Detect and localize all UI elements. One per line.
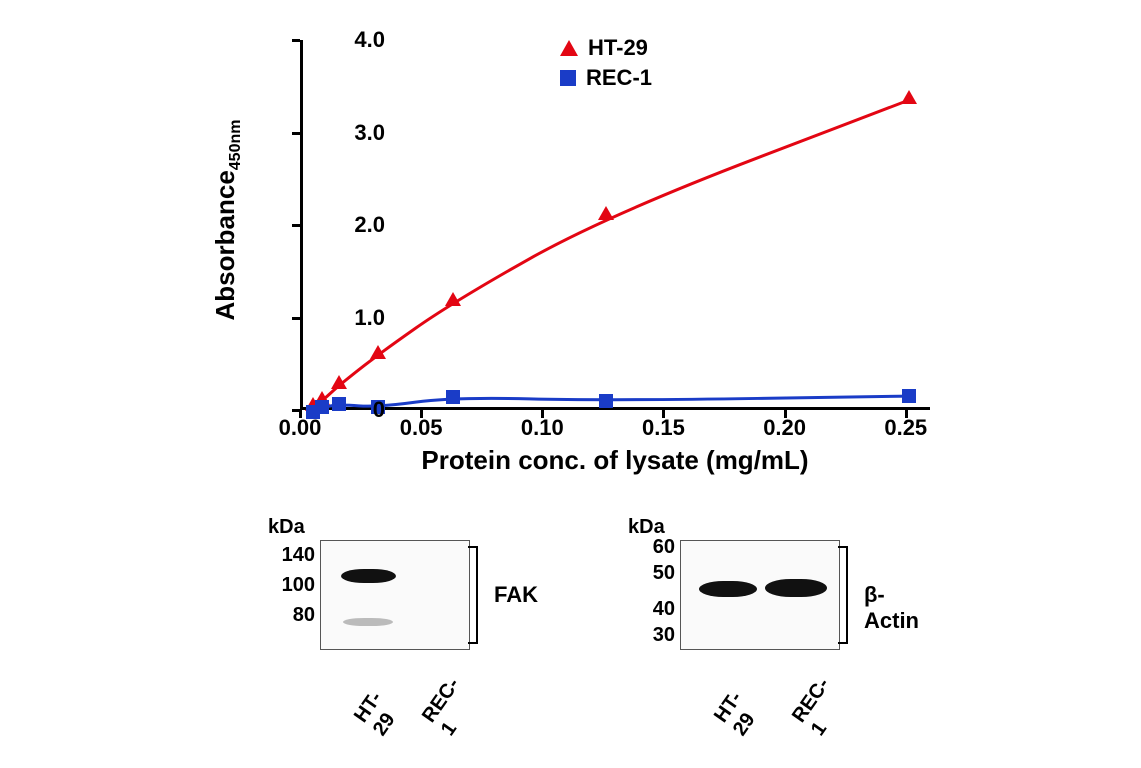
y-axis-label: Absorbance450nm bbox=[210, 120, 245, 321]
plot-lines bbox=[303, 40, 933, 410]
kda-marker: 100 bbox=[250, 574, 315, 597]
xtick-label: 0.15 bbox=[642, 415, 685, 441]
lane-label: HT-29 bbox=[710, 688, 766, 741]
plot-region bbox=[300, 40, 930, 410]
blot-box-actin bbox=[680, 540, 840, 650]
protein-label-fak: FAK bbox=[494, 582, 538, 608]
square-marker bbox=[599, 394, 613, 408]
kda-marker: 30 bbox=[610, 624, 675, 647]
xtick-label: 0.10 bbox=[521, 415, 564, 441]
triangle-marker bbox=[598, 206, 614, 220]
triangle-marker bbox=[370, 345, 386, 359]
kda-header: kDa bbox=[268, 516, 305, 539]
band-fak-faint bbox=[343, 618, 393, 626]
lane-label: REC-1 bbox=[788, 674, 854, 740]
band-actin-2 bbox=[765, 579, 827, 597]
ytick-label: 4.0 bbox=[325, 27, 385, 53]
absorbance-chart: 01.02.03.04.0 0.000.050.100.150.200.25 A… bbox=[230, 30, 950, 460]
triangle-icon bbox=[560, 40, 578, 56]
ytick-label: 0 bbox=[325, 397, 385, 423]
blot-box-fak bbox=[320, 540, 470, 650]
western-blots: kDa 140 100 80 FAK HT-29 REC-1 kDa 60 50… bbox=[210, 520, 970, 750]
xtick-label: 0.05 bbox=[400, 415, 443, 441]
band-fak-strong bbox=[341, 569, 396, 583]
lane-label: REC-1 bbox=[418, 674, 484, 740]
lane-label: HT-29 bbox=[350, 688, 406, 741]
triangle-marker bbox=[901, 90, 917, 104]
square-marker bbox=[446, 390, 460, 404]
xtick-label: 0.00 bbox=[279, 415, 322, 441]
bracket-icon bbox=[476, 546, 478, 644]
ytick-label: 3.0 bbox=[325, 120, 385, 146]
band-actin-1 bbox=[699, 581, 757, 597]
xtick-label: 0.20 bbox=[763, 415, 806, 441]
ytick-label: 1.0 bbox=[325, 305, 385, 331]
legend: HT-29 REC-1 bbox=[560, 35, 652, 95]
triangle-marker bbox=[445, 292, 461, 306]
legend-item-rec1: REC-1 bbox=[560, 65, 652, 91]
ytick-label: 2.0 bbox=[325, 212, 385, 238]
square-marker bbox=[902, 389, 916, 403]
kda-marker: 80 bbox=[250, 604, 315, 627]
kda-marker: 60 bbox=[610, 536, 675, 559]
kda-marker: 40 bbox=[610, 598, 675, 621]
kda-marker: 140 bbox=[250, 544, 315, 567]
triangle-marker bbox=[331, 375, 347, 389]
legend-label: HT-29 bbox=[588, 35, 648, 61]
protein-label-actin: β-Actin bbox=[864, 582, 919, 634]
legend-item-ht29: HT-29 bbox=[560, 35, 652, 61]
square-icon bbox=[560, 70, 576, 86]
legend-label: REC-1 bbox=[586, 65, 652, 91]
kda-marker: 50 bbox=[610, 562, 675, 585]
bracket-icon bbox=[846, 546, 848, 644]
x-axis-label: Protein conc. of lysate (mg/mL) bbox=[300, 445, 930, 476]
xtick-label: 0.25 bbox=[884, 415, 927, 441]
